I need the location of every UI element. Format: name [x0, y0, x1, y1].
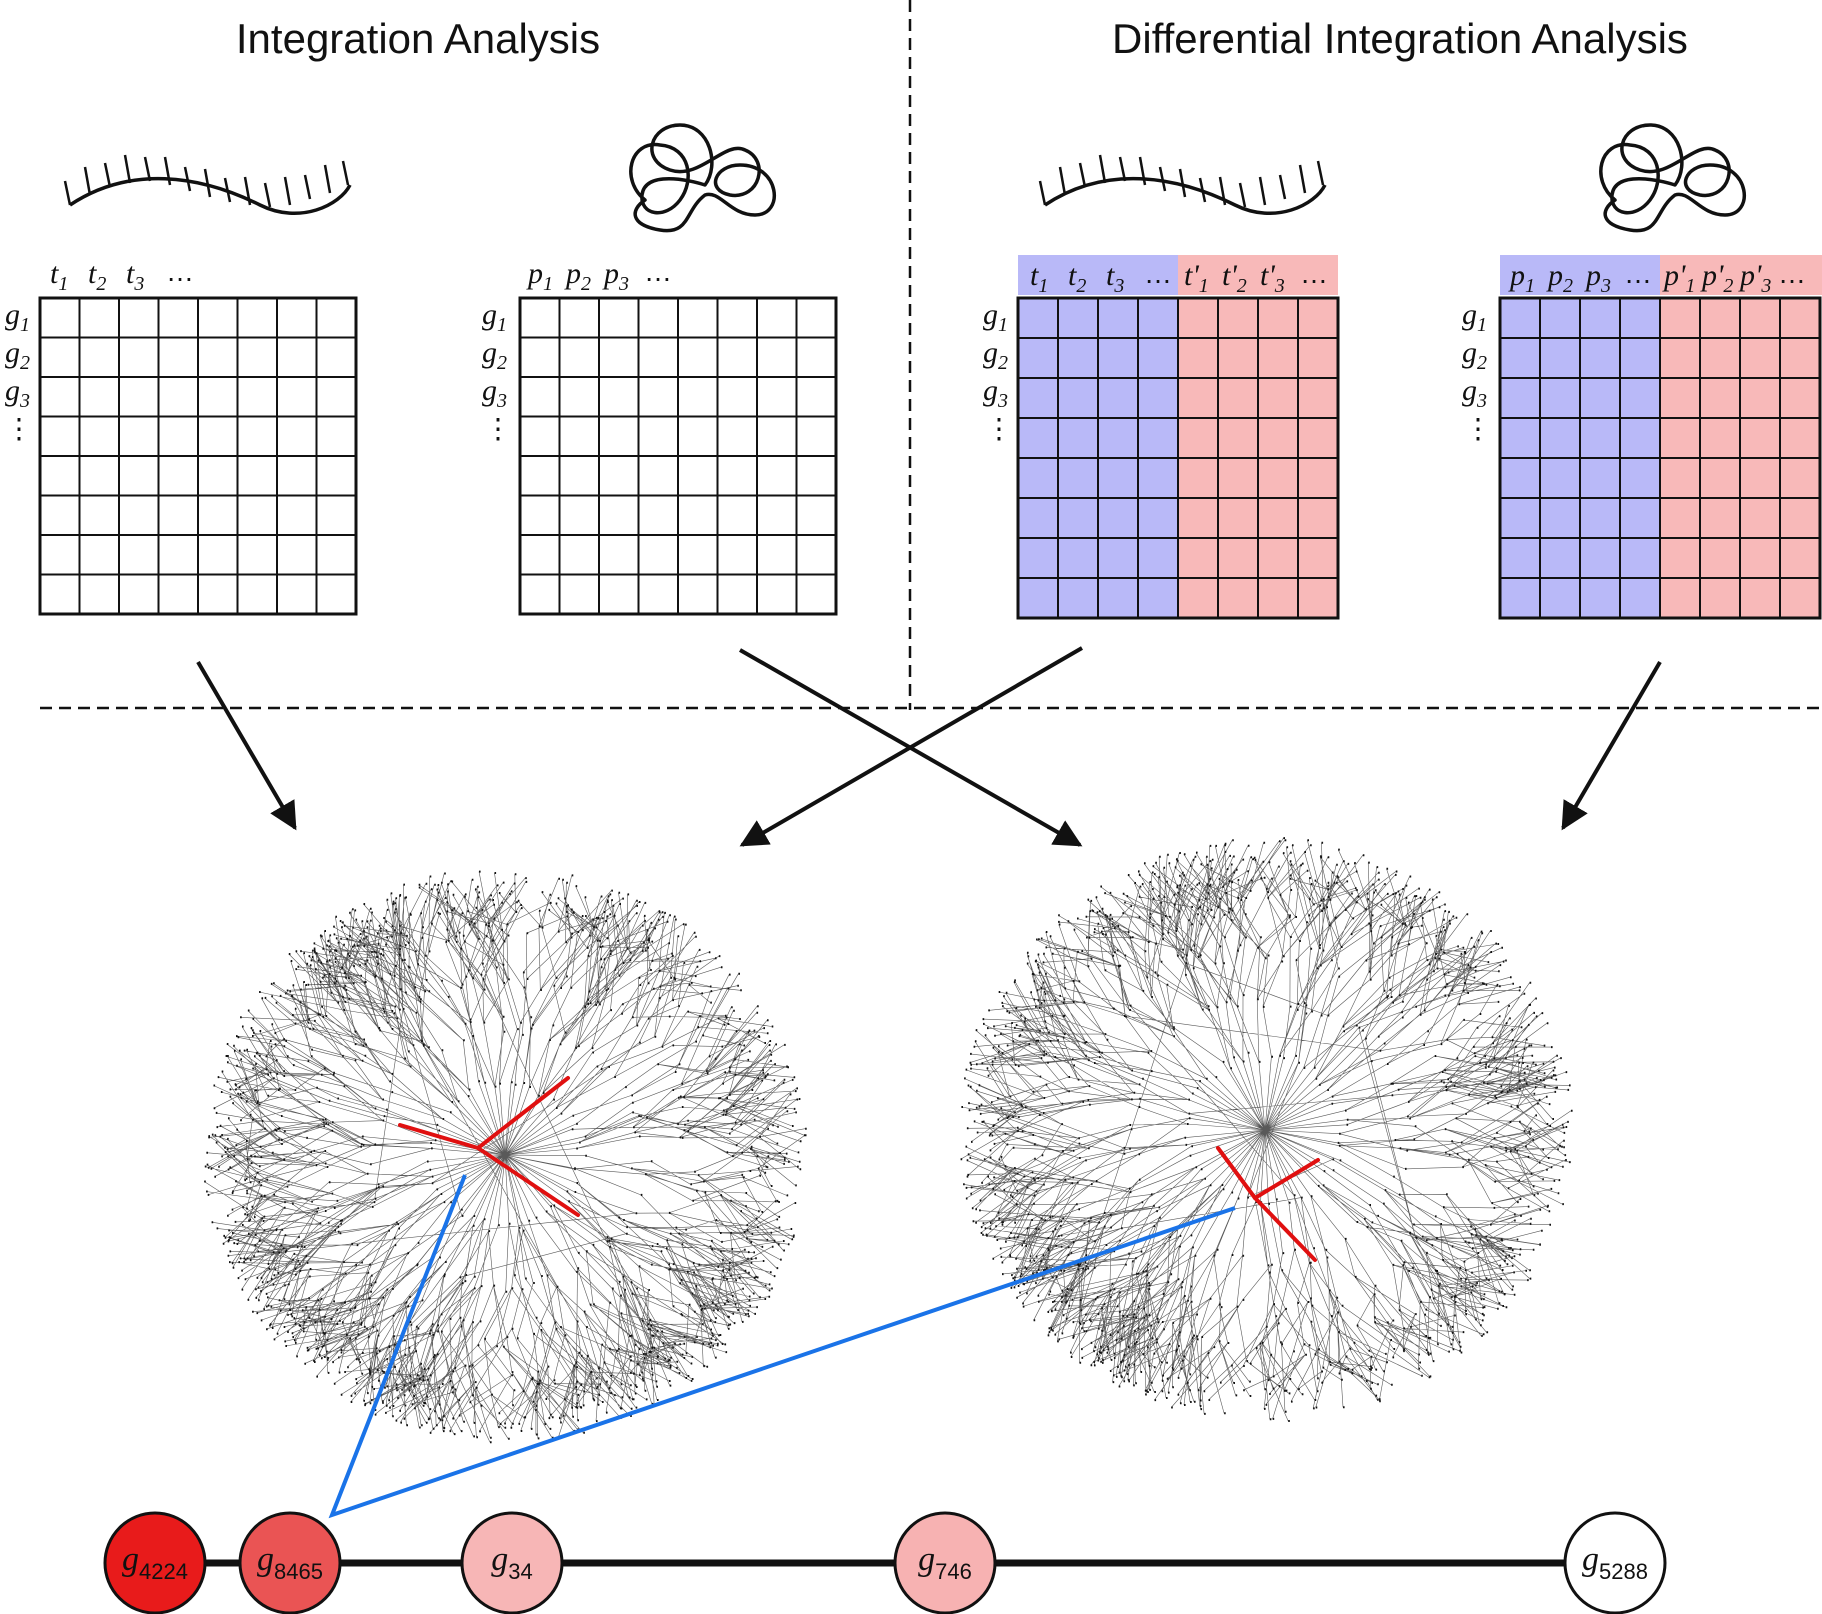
protein-column-headers: p1 p2 p3 … — [526, 256, 672, 295]
arrow — [739, 646, 1084, 847]
highlight-edges-left — [398, 1076, 580, 1217]
highlight-edges-right — [1216, 1146, 1320, 1262]
network-differential — [960, 837, 1573, 1422]
svg-text:p2: p2 — [1546, 259, 1573, 297]
svg-text:g3: g3 — [482, 374, 507, 412]
svg-text:g2: g2 — [983, 336, 1008, 374]
svg-text:…: … — [1144, 258, 1172, 289]
svg-text:t1: t1 — [1030, 259, 1048, 297]
svg-text:t3: t3 — [126, 257, 144, 295]
pathway-node-label: g746 — [918, 1541, 972, 1584]
pathway-node-label: g34 — [491, 1541, 532, 1584]
diff-protein-matrix — [1498, 296, 1822, 620]
svg-text:p1: p1 — [1508, 259, 1535, 297]
svg-text:⋮: ⋮ — [5, 413, 33, 444]
svg-text:p'2: p'2 — [1700, 259, 1733, 297]
svg-text:g1: g1 — [983, 298, 1008, 336]
transcript-icon — [1038, 154, 1327, 215]
svg-text:g2: g2 — [1462, 336, 1487, 374]
svg-text:p'3: p'3 — [1738, 259, 1771, 297]
svg-text:…: … — [1624, 258, 1652, 289]
svg-text:…: … — [1778, 258, 1806, 289]
svg-text:g1: g1 — [5, 298, 30, 336]
svg-text:g3: g3 — [983, 374, 1008, 412]
transcript-matrix — [38, 296, 358, 616]
diff-transcript-column-headers: t1 t2 t3 … t'1 t'2 t'3 … — [1030, 258, 1328, 297]
header-bar-condition-b — [1660, 255, 1822, 295]
protein-icon — [1599, 123, 1746, 233]
svg-text:p3: p3 — [602, 257, 629, 295]
svg-text:t3: t3 — [1106, 259, 1124, 297]
svg-text:p1: p1 — [526, 257, 553, 295]
svg-text:g1: g1 — [482, 298, 507, 336]
svg-text:t'2: t'2 — [1222, 259, 1247, 297]
transcript-column-headers: t1 t2 t3 … — [50, 256, 194, 295]
svg-text:p2: p2 — [564, 257, 591, 295]
header-bar-condition-a — [1500, 255, 1660, 295]
row-labels: g1 g2 g3 ⋮ g1 g2 g3 ⋮ g1 g2 g3 ⋮ g1 g2 g… — [5, 298, 1492, 444]
diff-transcript-matrix — [1016, 296, 1340, 620]
protein-matrix — [518, 296, 838, 616]
arrow — [196, 660, 297, 831]
svg-text:t2: t2 — [1068, 259, 1086, 297]
svg-text:t'3: t'3 — [1260, 259, 1285, 297]
arrow — [1561, 660, 1662, 831]
svg-text:g2: g2 — [482, 336, 507, 374]
svg-text:g3: g3 — [5, 374, 30, 412]
pathway-node: g5288 — [1563, 1511, 1667, 1614]
pathway-node-label: g5288 — [1582, 1541, 1648, 1584]
protein-icon — [629, 123, 776, 233]
pathway-node: g746 — [893, 1511, 997, 1614]
svg-text:p'1: p'1 — [1662, 259, 1695, 297]
differential-integration-analysis-title: Differential Integration Analysis — [1112, 15, 1688, 62]
pathway-node: g8465 — [238, 1511, 342, 1614]
svg-text:…: … — [1300, 258, 1328, 289]
header-bar-condition-a — [1018, 255, 1178, 295]
pathway-node-label: g4224 — [122, 1541, 188, 1584]
pathway-node: g4224 — [103, 1511, 207, 1614]
svg-text:g2: g2 — [5, 336, 30, 374]
link-lines — [328, 1174, 1236, 1519]
svg-text:⋮: ⋮ — [1464, 413, 1492, 444]
network-integration — [204, 870, 807, 1444]
svg-text:t1: t1 — [50, 257, 68, 295]
transcript-icon — [63, 154, 352, 215]
svg-text:p3: p3 — [1584, 259, 1611, 297]
svg-text:t'1: t'1 — [1184, 259, 1209, 297]
diff-protein-column-headers: p1 p2 p3 … p'1 p'2 p'3 … — [1508, 258, 1806, 297]
svg-text:g1: g1 — [1462, 298, 1487, 336]
svg-text:t2: t2 — [88, 257, 106, 295]
svg-text:⋮: ⋮ — [484, 413, 512, 444]
svg-text:…: … — [644, 256, 672, 287]
svg-text:…: … — [166, 256, 194, 287]
svg-text:g3: g3 — [1462, 374, 1487, 412]
pathway-node: g34 — [460, 1511, 564, 1614]
svg-text:⋮: ⋮ — [985, 413, 1013, 444]
pathway-node-label: g8465 — [257, 1541, 323, 1584]
header-bar-condition-b — [1178, 255, 1338, 295]
integration-analysis-title: Integration Analysis — [236, 15, 600, 62]
pathway-nodes: g4224 g8465 g34 g746 g5288 — [103, 1511, 1667, 1614]
